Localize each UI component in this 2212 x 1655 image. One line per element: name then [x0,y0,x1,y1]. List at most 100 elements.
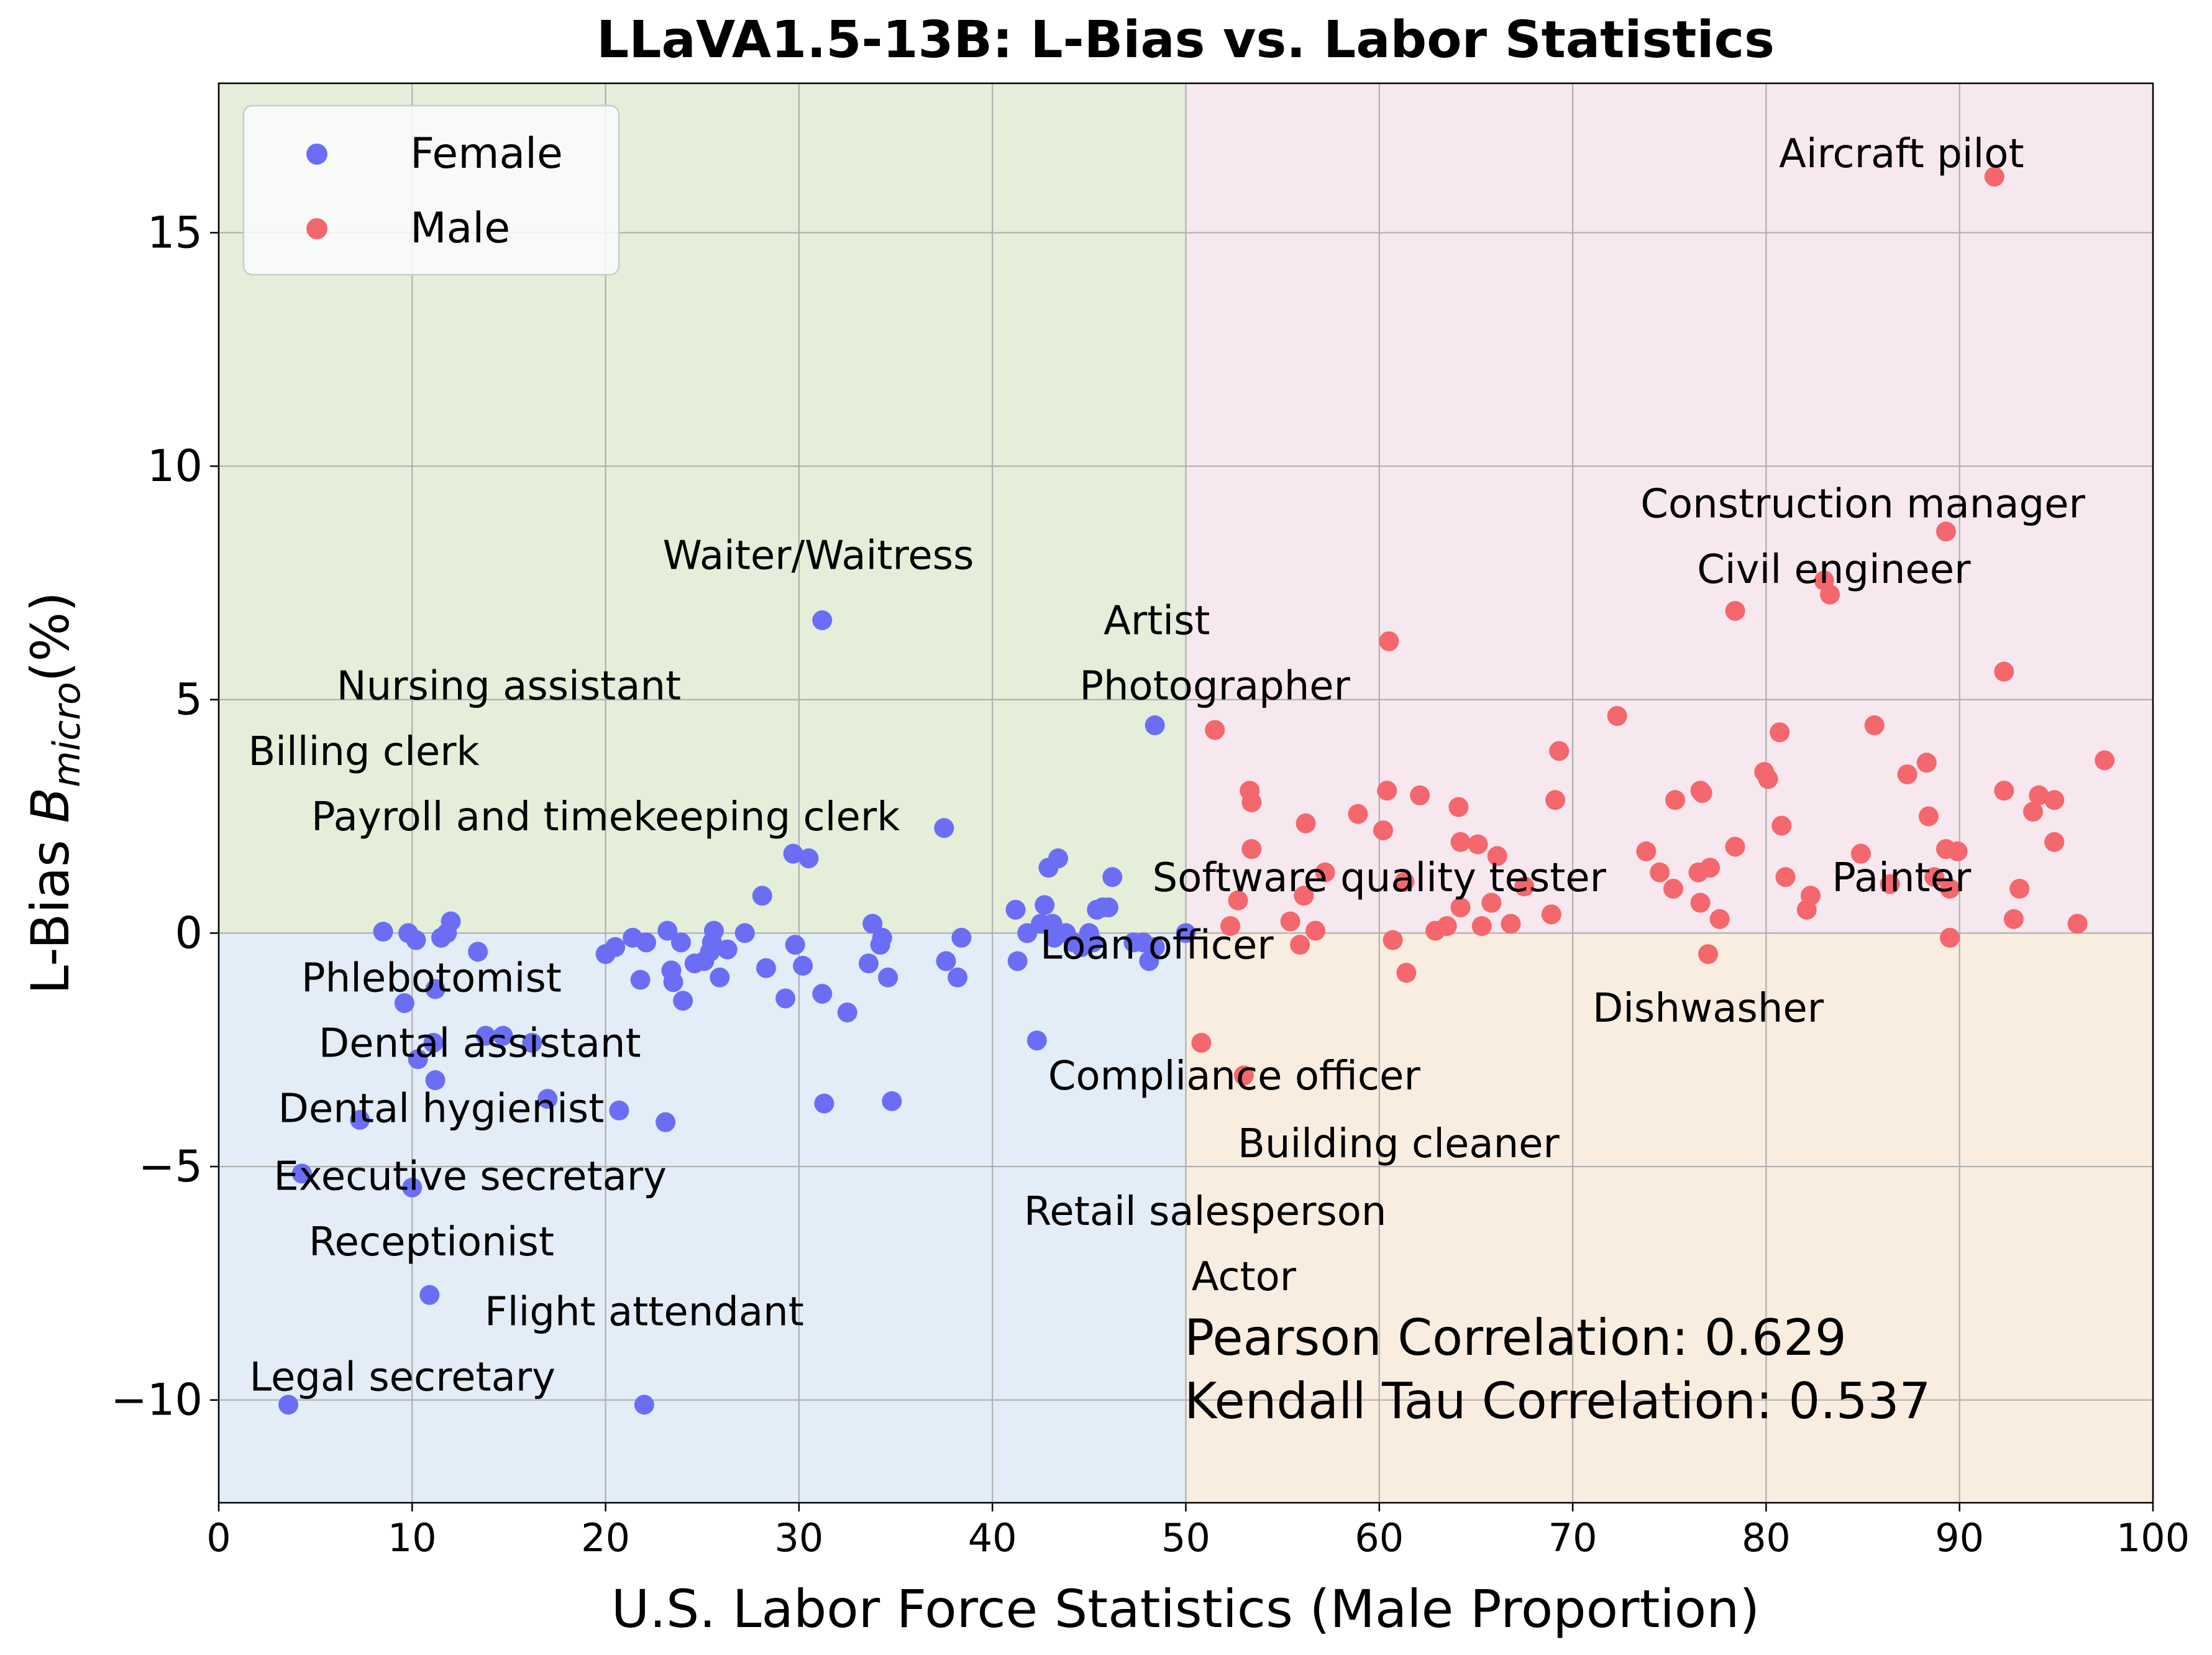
correlation-stats: Pearson Correlation: 0.629 Kendall Tau C… [1184,1309,1931,1430]
data-point-female [663,972,683,993]
data-point-female [785,935,805,955]
annotation-label: Compliance officer [1048,1053,1421,1099]
data-point-male [1665,790,1686,810]
data-point-male [2009,879,2030,899]
annotation-label: Photographer [1079,664,1350,710]
data-point-male [1394,871,1415,892]
y-axis-label: L-Bias Bmicro(%) [20,592,89,994]
annotation-label: Billing clerk [248,729,479,775]
data-point-female [1083,932,1104,953]
annotation-label: Waiter/Waitress [663,533,974,579]
axis-ticks: 0 10 20 30 40 50 60 70 80 90 100 −10 −5 0 5 10 15 [111,207,2190,1561]
data-points [278,167,2115,1415]
data-point-male [2029,785,2049,805]
data-point-female [673,991,693,1011]
x-tick-label: 20 [581,1515,630,1561]
data-point-male [1607,706,1627,727]
data-point-male [1228,890,1248,910]
data-point-female [406,930,426,950]
annotation-label: Aircraft pilot [1779,131,2024,177]
data-point-female [373,922,393,942]
x-tick-label: 40 [968,1515,1017,1561]
annotation-label: Legal secretary [249,1355,555,1401]
data-point-female [468,942,488,962]
data-point-female [291,1163,312,1184]
data-point-female [756,958,776,978]
data-point-female [657,920,678,941]
data-point-female [437,923,457,943]
data-point-male [1690,892,1711,913]
data-point-male [1481,892,1502,913]
pearson-correlation: Pearson Correlation: 0.629 [1184,1309,1847,1367]
annotation-label: Loan officer [1040,923,1274,969]
data-point-female [425,1070,446,1091]
data-point-female [837,1002,857,1023]
data-point-male [1296,813,1316,833]
y-tick-label: 5 [175,674,203,725]
y-axis-label-symbol: B [20,787,81,823]
data-point-female [858,953,879,974]
data-point-female [1035,895,1055,915]
annotation-label: Dental hygienist [278,1086,605,1132]
data-point-male [1373,820,1394,841]
x-tick-label: 80 [1742,1515,1791,1561]
data-point-female [605,937,626,957]
data-point-male [1396,963,1417,983]
data-point-male [1501,914,1521,934]
data-point-male [1864,715,1885,736]
data-point-male [1897,764,1917,784]
data-point-female [423,1032,444,1053]
data-point-male [1947,841,1968,861]
x-tick-label: 60 [1355,1515,1404,1561]
x-tick-label: 30 [774,1515,823,1561]
data-point-male [1205,720,1225,740]
data-point-male [1698,944,1719,965]
x-tick-label: 50 [1161,1515,1210,1561]
annotation-label: Executive secretary [273,1154,667,1200]
data-point-female [936,951,956,971]
data-point-female [609,1100,629,1121]
data-point-male [1814,571,1834,591]
y-axis-label-subscript: micro [45,682,89,787]
data-point-male [1471,916,1492,937]
data-point-male [1936,521,1956,542]
annotation-label: Receptionist [309,1219,554,1265]
annotation-label: Dental assistant [319,1020,641,1066]
data-point-female [475,1025,496,1046]
legend-marker-male [306,218,327,239]
data-point-female [278,1395,299,1415]
data-point-male [2044,790,2065,810]
point-annotations: Waiter/Waitress Artist Photographer Nursing… [248,131,2085,1400]
data-point-male [1305,920,1326,941]
data-point-male [1410,785,1430,805]
y-axis-label-prefix: L-Bias [20,823,81,994]
annotation-label: Phlebotomist [301,955,562,1001]
data-point-male [1468,834,1488,855]
annotation-label: Actor [1192,1254,1297,1300]
data-point-female [717,939,738,960]
annotation-label: Painter [1832,855,1972,901]
data-point-female [752,886,772,906]
data-point-male [1650,862,1670,883]
data-point-male [1450,832,1471,852]
y-tick-label: −5 [139,1141,203,1192]
x-axis-label: U.S. Labor Force Statistics (Male Propor… [611,1579,1760,1639]
data-point-male [1448,797,1469,817]
data-point-male [1241,839,1262,860]
quadrant-bottom-left [219,934,1186,1503]
data-point-male [1220,916,1241,937]
data-point-female [1145,937,1165,957]
data-point-male [2003,909,2024,929]
data-point-female [419,1285,440,1305]
data-point-male [1487,846,1507,866]
data-point-female [394,993,414,1014]
data-point-male [1437,916,1457,937]
data-point-male [1771,815,1792,836]
quadrant-bottom-right [1186,934,2153,1503]
data-point-female [636,932,656,953]
annotation-label: Software quality tester [1153,855,1607,901]
quadrant-backgrounds [219,83,2153,1503]
annotation-label: Artist [1104,598,1210,644]
data-point-male [1663,879,1683,899]
